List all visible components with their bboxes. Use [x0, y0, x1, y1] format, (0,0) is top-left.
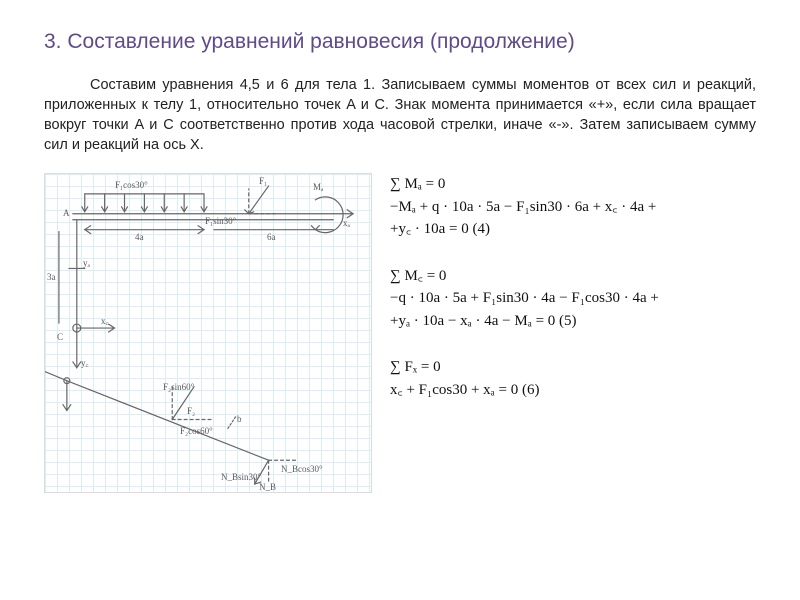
diagram-sketch	[45, 174, 371, 492]
eq2-head: ∑ M꜀ = 0	[390, 265, 756, 288]
eq3-head: ∑ Fₓ = 0	[390, 356, 756, 379]
equations-column: ∑ Mₐ = 0 −Mₐ + q · 10a · 5a − F₁sin30 · …	[390, 173, 756, 493]
diagram-box: F₁cos30° F₁ Mₐ xₐ A 4a 6a F₁sin30° 3a yₐ…	[44, 173, 372, 493]
eq2-l2: +yₐ · 10a − xₐ · 4a − Mₐ = 0 (5)	[390, 310, 756, 333]
content-row: F₁cos30° F₁ Mₐ xₐ A 4a 6a F₁sin30° 3a yₐ…	[44, 173, 756, 493]
eq1-l2: +y꜀ · 10a = 0 (4)	[390, 218, 756, 241]
eq1-head: ∑ Mₐ = 0	[390, 173, 756, 196]
eq-block-3: ∑ Fₓ = 0 x꜀ + F₁cos30 + xₐ = 0 (6)	[390, 356, 756, 401]
eq2-l1: −q · 10a · 5a + F₁sin30 · 4a − F₁cos30 ·…	[390, 287, 756, 310]
eq1-l1: −Mₐ + q · 10a · 5a − F₁sin30 · 6a + x꜀ ·…	[390, 196, 756, 219]
eq-block-1: ∑ Mₐ = 0 −Mₐ + q · 10a · 5a − F₁sin30 · …	[390, 173, 756, 241]
body-paragraph: Составим уравнения 4,5 и 6 для тела 1. З…	[44, 75, 756, 155]
eq3-l1: x꜀ + F₁cos30 + xₐ = 0 (6)	[390, 379, 756, 402]
eq-block-2: ∑ M꜀ = 0 −q · 10a · 5a + F₁sin30 · 4a − …	[390, 265, 756, 333]
page-title: 3. Составление уравнений равновесия (про…	[44, 28, 756, 55]
